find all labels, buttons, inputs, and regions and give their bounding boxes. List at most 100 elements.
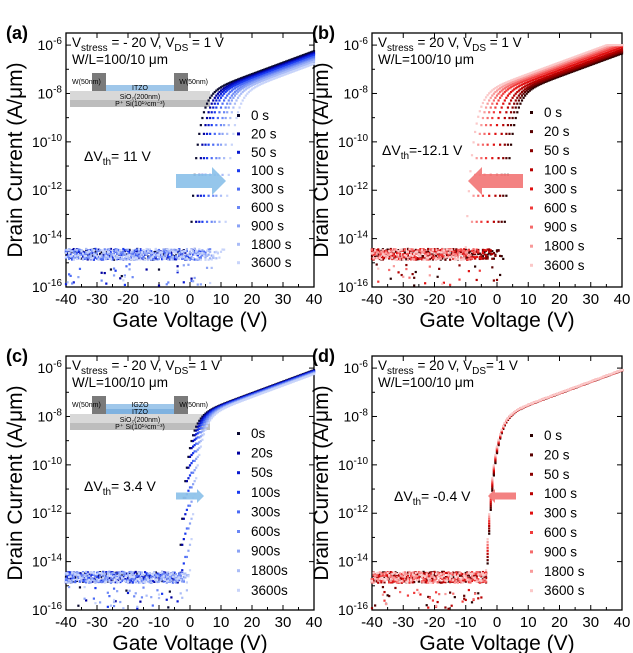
data-point	[286, 72, 289, 75]
data-point	[255, 78, 258, 82]
data-point	[116, 254, 119, 257]
data-point	[406, 254, 410, 257]
data-point	[388, 256, 391, 260]
data-point	[302, 376, 305, 380]
data-point	[136, 576, 139, 579]
data-point	[528, 77, 531, 80]
data-point	[137, 248, 140, 251]
panel-label: (c)	[6, 346, 28, 366]
data-point	[600, 47, 603, 50]
data-point	[195, 477, 198, 480]
data-point	[88, 581, 91, 584]
data-point	[205, 420, 209, 423]
data-point	[224, 143, 227, 146]
data-point	[204, 253, 207, 257]
data-point	[74, 581, 77, 584]
y-axis-label: Drain Current (A/μm)	[4, 385, 27, 580]
data-point	[574, 57, 577, 60]
data-point	[569, 70, 572, 73]
data-point	[559, 64, 563, 67]
data-point	[190, 447, 193, 450]
y-tick-label: 10-14	[338, 230, 368, 247]
data-point	[469, 170, 472, 173]
data-point	[445, 254, 449, 257]
data-point	[157, 257, 161, 261]
data-point	[176, 271, 179, 274]
data-point	[229, 96, 232, 99]
data-point	[179, 255, 182, 258]
data-point	[553, 77, 556, 80]
data-point	[492, 279, 495, 282]
data-point	[559, 72, 563, 75]
data-point	[179, 250, 182, 253]
data-point	[123, 572, 126, 576]
data-point	[111, 258, 114, 261]
data-point	[263, 77, 266, 80]
data-point	[588, 60, 591, 63]
legend-label: 20 s	[251, 126, 277, 141]
data-point	[198, 431, 201, 434]
data-point	[199, 439, 202, 443]
data-point	[207, 417, 210, 421]
data-point	[258, 70, 261, 73]
data-point	[266, 75, 269, 79]
data-point	[463, 254, 466, 257]
data-point	[156, 258, 159, 261]
data-point	[569, 64, 572, 68]
data-point	[137, 571, 140, 574]
data-point	[192, 280, 195, 283]
data-point	[260, 75, 263, 78]
data-point	[377, 280, 380, 283]
data-point	[99, 574, 102, 577]
data-point	[260, 71, 263, 74]
data-point	[148, 573, 151, 576]
data-point	[489, 249, 492, 252]
data-point	[292, 57, 295, 60]
data-point	[154, 573, 157, 576]
data-point	[243, 77, 246, 80]
data-point	[281, 63, 285, 66]
data-point	[388, 250, 391, 253]
data-point	[170, 249, 173, 252]
data-point	[260, 82, 263, 86]
data-point	[556, 69, 560, 72]
data-point	[88, 578, 91, 581]
data-point	[424, 577, 427, 580]
data-point	[83, 585, 86, 589]
data-point	[75, 571, 78, 574]
legend-marker	[237, 588, 240, 592]
data-point	[600, 45, 603, 49]
data-point	[111, 575, 114, 578]
data-point	[247, 75, 250, 79]
data-point	[119, 256, 122, 260]
data-point	[620, 51, 624, 54]
data-point	[405, 254, 408, 257]
data-point	[75, 248, 78, 252]
data-point	[495, 102, 499, 105]
data-point	[108, 255, 111, 259]
data-point	[250, 88, 254, 91]
data-point	[109, 255, 113, 258]
data-point	[224, 83, 227, 86]
data-point	[227, 405, 230, 408]
data-point	[508, 87, 511, 90]
data-point	[143, 579, 147, 582]
data-point	[599, 48, 602, 51]
data-point	[617, 43, 620, 47]
data-point	[572, 59, 575, 63]
data-point	[119, 579, 122, 582]
data-point	[164, 578, 167, 582]
data-point	[278, 73, 281, 76]
data-point	[85, 576, 88, 579]
data-point	[514, 81, 517, 84]
data-point	[377, 253, 380, 256]
x-tick-label: -40	[361, 614, 383, 631]
data-point	[150, 576, 153, 579]
data-point	[489, 252, 492, 255]
data-point	[283, 66, 286, 69]
data-point	[434, 251, 438, 254]
data-point	[150, 250, 153, 253]
data-point	[581, 60, 585, 63]
data-point	[71, 571, 74, 574]
data-point	[97, 576, 100, 579]
